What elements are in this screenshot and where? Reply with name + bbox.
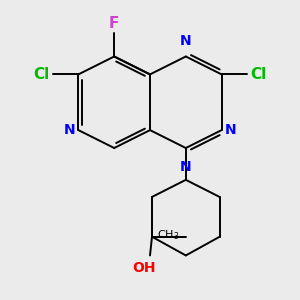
Text: OH: OH bbox=[132, 261, 156, 275]
Text: Cl: Cl bbox=[33, 67, 49, 82]
Text: F: F bbox=[109, 16, 119, 31]
Text: N: N bbox=[64, 123, 75, 137]
Text: CH$_3$: CH$_3$ bbox=[158, 228, 180, 242]
Text: N: N bbox=[225, 123, 236, 137]
Text: N: N bbox=[180, 160, 192, 174]
Text: Cl: Cl bbox=[251, 67, 267, 82]
Text: N: N bbox=[180, 34, 192, 48]
